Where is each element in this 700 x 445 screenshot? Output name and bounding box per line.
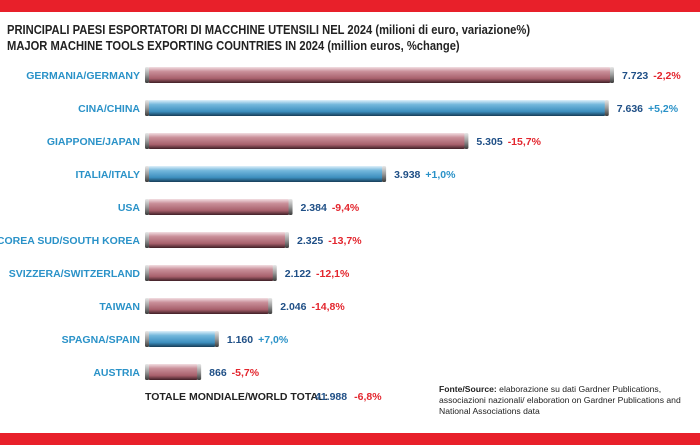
bar [147,331,217,347]
bar-cap-right [284,232,289,248]
category-label: GIAPPONE/JAPAN [47,136,140,148]
bar-cap-right [382,166,387,182]
bar-cap-left [145,67,149,83]
chart-title-italian: PRINCIPALI PAESI ESPORTATORI DI MACCHINE… [7,22,531,37]
value-label: 1.160 [227,334,253,346]
bar-cap-left [145,331,149,347]
change-label: -5,7% [232,367,260,379]
bar-cap-right [197,364,202,380]
category-label: USA [118,202,141,214]
value-label: 3.938 [394,169,420,181]
top-red-band [0,0,700,12]
change-label: +7,0% [258,334,289,346]
value-label: 866 [209,367,227,379]
category-label: CINA/CHINA [78,103,140,115]
bar-cap-left [145,364,149,380]
change-label: -12,1% [316,268,350,280]
category-label: ITALIA/ITALY [75,169,140,181]
bar-cap-left [145,265,149,281]
change-label: -9,4% [332,202,360,214]
value-label: 2.325 [297,235,323,247]
category-label: GERMANIA/GERMANY [26,70,140,82]
bar-cap-right [288,199,293,215]
bar-cap-right [268,298,273,314]
change-label: +5,2% [648,103,679,115]
bar-cap-left [145,232,149,248]
bar-cap-left [145,133,149,149]
total-label: TOTALE MONDIALE/WORLD TOTAL: [145,391,328,403]
bar [147,67,612,83]
bar [147,232,287,248]
bar [147,166,385,182]
change-label: -2,2% [653,70,681,82]
chart-title-english: MAJOR MACHINE TOOLS EXPORTING COUNTRIES … [7,38,460,53]
bar [147,265,275,281]
bottom-red-band [0,433,700,445]
change-label: +1,0% [425,169,456,181]
category-label: SVIZZERA/SWITZERLAND [9,268,141,280]
change-label: -14,8% [311,301,345,313]
bar-cap-right [464,133,469,149]
value-label: 5.305 [476,136,502,148]
bar-cap-right [272,265,277,281]
total-value: 41.988 [315,391,347,403]
total-change: -6,8% [354,391,382,403]
value-label: 7.636 [617,103,643,115]
bar [147,133,467,149]
bar-cap-right [610,67,614,83]
value-label: 2.046 [280,301,306,313]
category-label: AUSTRIA [93,367,140,379]
source-note: Fonte/Source: elaborazione su dati Gardn… [439,384,697,417]
value-label: 7.723 [622,70,648,82]
category-label: COREA SUD/SOUTH KOREA [0,235,140,247]
bar-cap-right [214,331,219,347]
change-label: -13,7% [328,235,362,247]
category-label: TAIWAN [99,301,140,313]
value-label: 2.384 [301,202,327,214]
bar-cap-left [145,199,149,215]
category-label: SPAGNA/SPAIN [62,334,140,346]
bar-cap-right [604,100,609,116]
bar [147,100,607,116]
bar-cap-left [145,298,149,314]
change-label: -15,7% [508,136,542,148]
source-text: elaborazione su dati Gardner Publication… [439,384,681,416]
bar [147,298,271,314]
bar [147,199,291,215]
source-label: Fonte/Source: [439,384,497,394]
bar-cap-left [145,100,149,116]
bar-cap-left [145,166,149,182]
bar [147,364,200,380]
value-label: 2.122 [285,268,311,280]
